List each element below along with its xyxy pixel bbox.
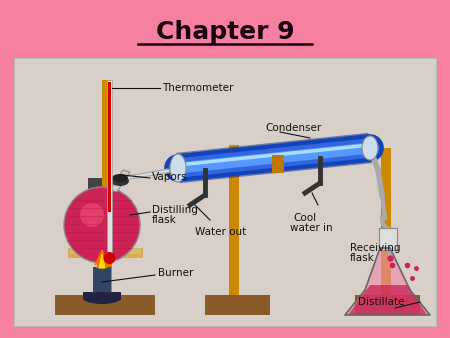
- Text: flask: flask: [152, 215, 177, 225]
- Text: water in: water in: [290, 223, 333, 233]
- Bar: [381, 148, 391, 295]
- Bar: [102, 80, 112, 295]
- Ellipse shape: [83, 292, 121, 304]
- Bar: [221, 163, 237, 173]
- Bar: [107, 80, 112, 260]
- Text: Water out: Water out: [195, 227, 246, 237]
- Circle shape: [80, 203, 104, 227]
- Text: flask: flask: [350, 253, 375, 263]
- Bar: [70, 248, 141, 254]
- Text: Cool: Cool: [293, 213, 316, 223]
- Polygon shape: [95, 250, 109, 268]
- Text: Condenser: Condenser: [265, 123, 321, 133]
- Text: Burner: Burner: [158, 268, 194, 278]
- Polygon shape: [348, 285, 427, 315]
- Bar: [108, 82, 111, 212]
- Polygon shape: [110, 170, 130, 192]
- Bar: [55, 295, 155, 315]
- Ellipse shape: [362, 136, 378, 160]
- Circle shape: [104, 252, 116, 264]
- Bar: [83, 292, 121, 300]
- Text: Distilling: Distilling: [152, 205, 198, 215]
- Bar: [355, 295, 420, 315]
- Text: Vapors: Vapors: [152, 172, 188, 182]
- Text: Thermometer: Thermometer: [162, 83, 234, 93]
- Text: Receiving: Receiving: [350, 243, 400, 253]
- Bar: [272, 155, 284, 173]
- Polygon shape: [345, 248, 430, 315]
- Polygon shape: [99, 254, 105, 268]
- Bar: [93, 267, 111, 297]
- Bar: [88, 178, 102, 190]
- Bar: [229, 145, 239, 295]
- Text: Chapter 9: Chapter 9: [156, 20, 294, 44]
- Ellipse shape: [111, 176, 129, 186]
- Bar: [14, 58, 436, 326]
- Bar: [205, 295, 270, 315]
- Bar: [88, 235, 102, 247]
- Text: Distillate: Distillate: [358, 297, 405, 307]
- Ellipse shape: [112, 174, 128, 182]
- Bar: [68, 248, 143, 258]
- Circle shape: [64, 187, 140, 263]
- Bar: [379, 228, 397, 250]
- Ellipse shape: [170, 154, 186, 182]
